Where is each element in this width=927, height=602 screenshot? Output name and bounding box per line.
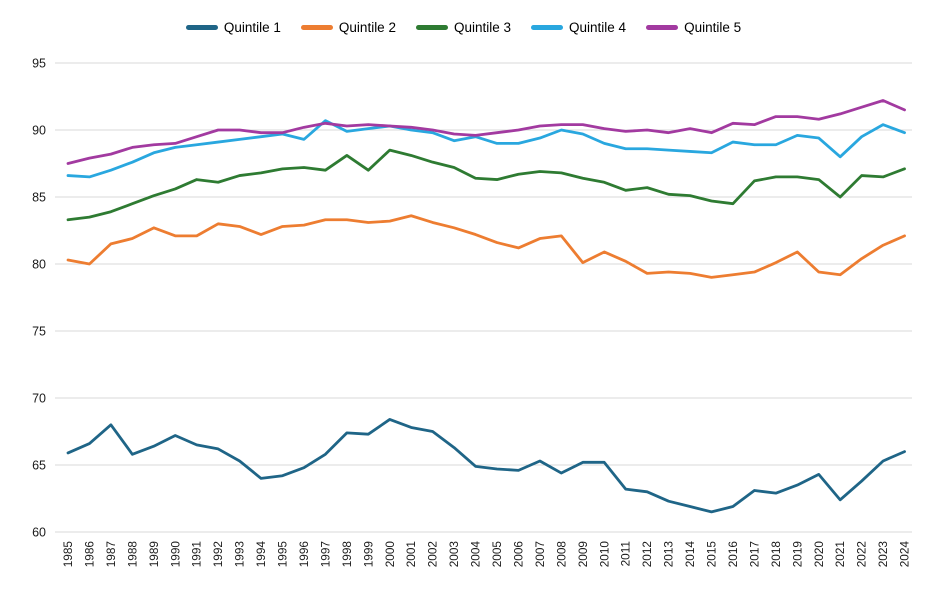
x-tick-label: 2024 <box>898 541 912 568</box>
x-tick-label: 1986 <box>82 541 96 568</box>
x-tick-label: 2022 <box>855 541 869 567</box>
legend-label: Quintile 2 <box>338 20 396 35</box>
quintile-5-line <box>66 99 906 165</box>
x-tick-label: 1995 <box>276 541 290 568</box>
quintile-4-swatch-icon <box>531 25 564 30</box>
x-tick-label: 2011 <box>619 541 633 566</box>
legend-item-quintile-2: Quintile 2 <box>300 20 396 35</box>
x-tick-label: 2007 <box>533 541 547 567</box>
x-tick-label: 2008 <box>554 541 568 568</box>
y-tick-label: 65 <box>32 458 46 472</box>
x-tick-label: 2016 <box>726 541 740 568</box>
quintile-2-line <box>66 214 906 279</box>
y-tick-label: 60 <box>32 525 46 539</box>
quintile-5-swatch-icon <box>646 25 679 30</box>
quintile-3-swatch-icon <box>415 25 448 30</box>
x-tick-label: 1985 <box>61 541 75 568</box>
x-tick-label: 2014 <box>683 541 697 568</box>
y-tick-label: 75 <box>32 324 46 338</box>
y-tick-label: 90 <box>32 123 46 137</box>
legend-label: Quintile 5 <box>684 20 742 35</box>
x-tick-label: 2015 <box>705 541 719 568</box>
x-tick-label: 1996 <box>297 541 311 568</box>
x-tick-label: 1994 <box>254 541 268 568</box>
x-tick-label: 2012 <box>640 541 654 567</box>
legend-item-quintile-3: Quintile 3 <box>415 20 512 35</box>
x-tick-label: 2002 <box>426 541 440 567</box>
x-tick-label: 2013 <box>662 541 676 568</box>
x-tick-label: 2010 <box>597 541 611 568</box>
x-tick-label: 2005 <box>490 541 504 568</box>
x-tick-label: 1988 <box>125 541 139 568</box>
x-tick-label: 2004 <box>469 541 483 568</box>
quintile-2-swatch-icon <box>300 25 333 30</box>
chart-legend: Quintile 1 Quintile 2 Quintile 3 Quintile 4… <box>0 20 927 35</box>
x-tick-label: 2003 <box>447 541 461 568</box>
x-tick-label: 2006 <box>511 541 525 568</box>
quintile-1-swatch-icon <box>185 25 218 30</box>
x-tick-label: 2021 <box>833 541 847 567</box>
x-tick-label: 1993 <box>233 541 247 568</box>
x-tick-label: 1991 <box>190 541 204 567</box>
x-tick-label: 1987 <box>104 541 118 567</box>
x-tick-label: 2000 <box>383 541 397 568</box>
quintile-4-line <box>66 119 906 179</box>
legend-label: Quintile 3 <box>453 20 512 35</box>
x-tick-label: 1989 <box>147 541 161 567</box>
quintile-1-line <box>66 418 906 514</box>
y-tick-label: 80 <box>32 257 46 271</box>
x-tick-label: 1990 <box>168 541 182 568</box>
legend-item-quintile-1: Quintile 1 <box>185 20 281 35</box>
legend-label: Quintile 1 <box>223 20 281 35</box>
y-tick-label: 70 <box>32 391 46 405</box>
legend-label: Quintile 4 <box>569 20 627 35</box>
x-tick-label: 1997 <box>318 541 332 567</box>
y-tick-label: 95 <box>32 56 46 70</box>
legend-item-quintile-4: Quintile 4 <box>531 20 626 35</box>
legend-item-quintile-5: Quintile 5 <box>646 20 741 35</box>
x-tick-label: 2019 <box>790 541 804 567</box>
x-tick-label: 1999 <box>361 541 375 567</box>
x-tick-label: 2009 <box>576 541 590 567</box>
x-tick-label: 2023 <box>876 541 890 568</box>
y-tick-label: 85 <box>32 190 46 204</box>
quintile-3-line <box>66 148 906 222</box>
x-tick-label: 2020 <box>812 541 826 568</box>
x-tick-label: 1998 <box>340 541 354 568</box>
x-tick-label: 2001 <box>404 541 418 567</box>
x-tick-label: 2017 <box>747 541 761 567</box>
x-tick-label: 2018 <box>769 541 783 568</box>
x-tick-label: 1992 <box>211 541 225 567</box>
